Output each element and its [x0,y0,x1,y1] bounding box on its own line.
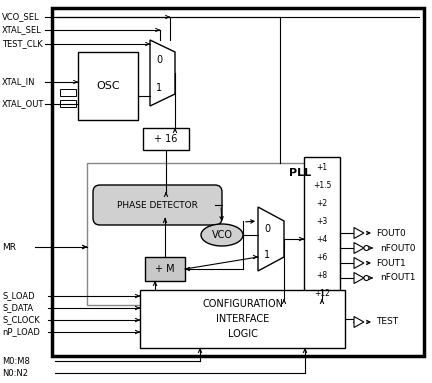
Text: XTAL_IN: XTAL_IN [2,77,35,87]
Text: M0:M8: M0:M8 [2,357,30,365]
Text: N0:N2: N0:N2 [2,368,28,378]
Text: XTAL_OUT: XTAL_OUT [2,100,44,108]
Bar [60,100,76,107]
Text: +1.5: +1.5 [313,180,331,190]
Polygon shape [258,207,284,271]
Text: + 16: + 16 [154,134,178,144]
Bar [143,128,189,150]
Polygon shape [354,316,364,327]
Text: nP_LOAD: nP_LOAD [2,327,40,337]
Text: nFOUT1: nFOUT1 [381,273,416,283]
Text: OSC: OSC [96,81,120,91]
Text: + M: + M [155,264,175,274]
Text: XTAL_SEL: XTAL_SEL [2,26,42,34]
Text: MR: MR [2,242,16,252]
Text: S_CLOCK: S_CLOCK [2,316,40,324]
Polygon shape [354,257,364,268]
Text: +8: +8 [316,270,327,280]
Bar [304,157,340,299]
Text: FOUT1: FOUT1 [376,259,406,267]
Text: FOUT0: FOUT0 [376,229,406,237]
Polygon shape [354,242,364,254]
Text: 1: 1 [264,250,270,260]
Text: +6: +6 [316,252,327,262]
Text: S_DATA: S_DATA [2,303,33,313]
Text: 1: 1 [156,83,162,93]
Text: LOGIC: LOGIC [228,329,257,339]
Text: TEST_CLK: TEST_CLK [2,39,43,49]
Text: +3: +3 [316,216,327,226]
Ellipse shape [201,224,243,246]
Text: 0: 0 [156,55,162,65]
Text: +12: +12 [314,288,330,298]
Text: 0: 0 [264,224,270,234]
Text: CONFIGURATION: CONFIGURATION [202,299,283,309]
Bar [87,163,320,305]
Polygon shape [354,272,364,283]
Bar [78,52,138,120]
Polygon shape [150,40,175,106]
Text: VCO_SEL: VCO_SEL [2,13,40,21]
Bar [140,290,345,348]
Text: PHASE DETECTOR: PHASE DETECTOR [117,200,198,210]
Text: PLL: PLL [289,168,311,178]
Text: VCO: VCO [212,230,232,240]
Bar [52,8,424,356]
Text: S_LOAD: S_LOAD [2,291,35,301]
Text: INTERFACE: INTERFACE [216,314,269,324]
Text: +1: +1 [316,162,327,172]
Bar [145,257,185,281]
Bar [60,89,76,96]
Text: +2: +2 [316,198,327,208]
Text: TEST: TEST [376,318,398,326]
Text: +4: +4 [316,234,327,244]
Text: nFOUT0: nFOUT0 [381,244,416,252]
Circle shape [364,246,369,250]
Circle shape [364,275,369,280]
FancyBboxPatch shape [93,185,222,225]
Polygon shape [354,228,364,239]
